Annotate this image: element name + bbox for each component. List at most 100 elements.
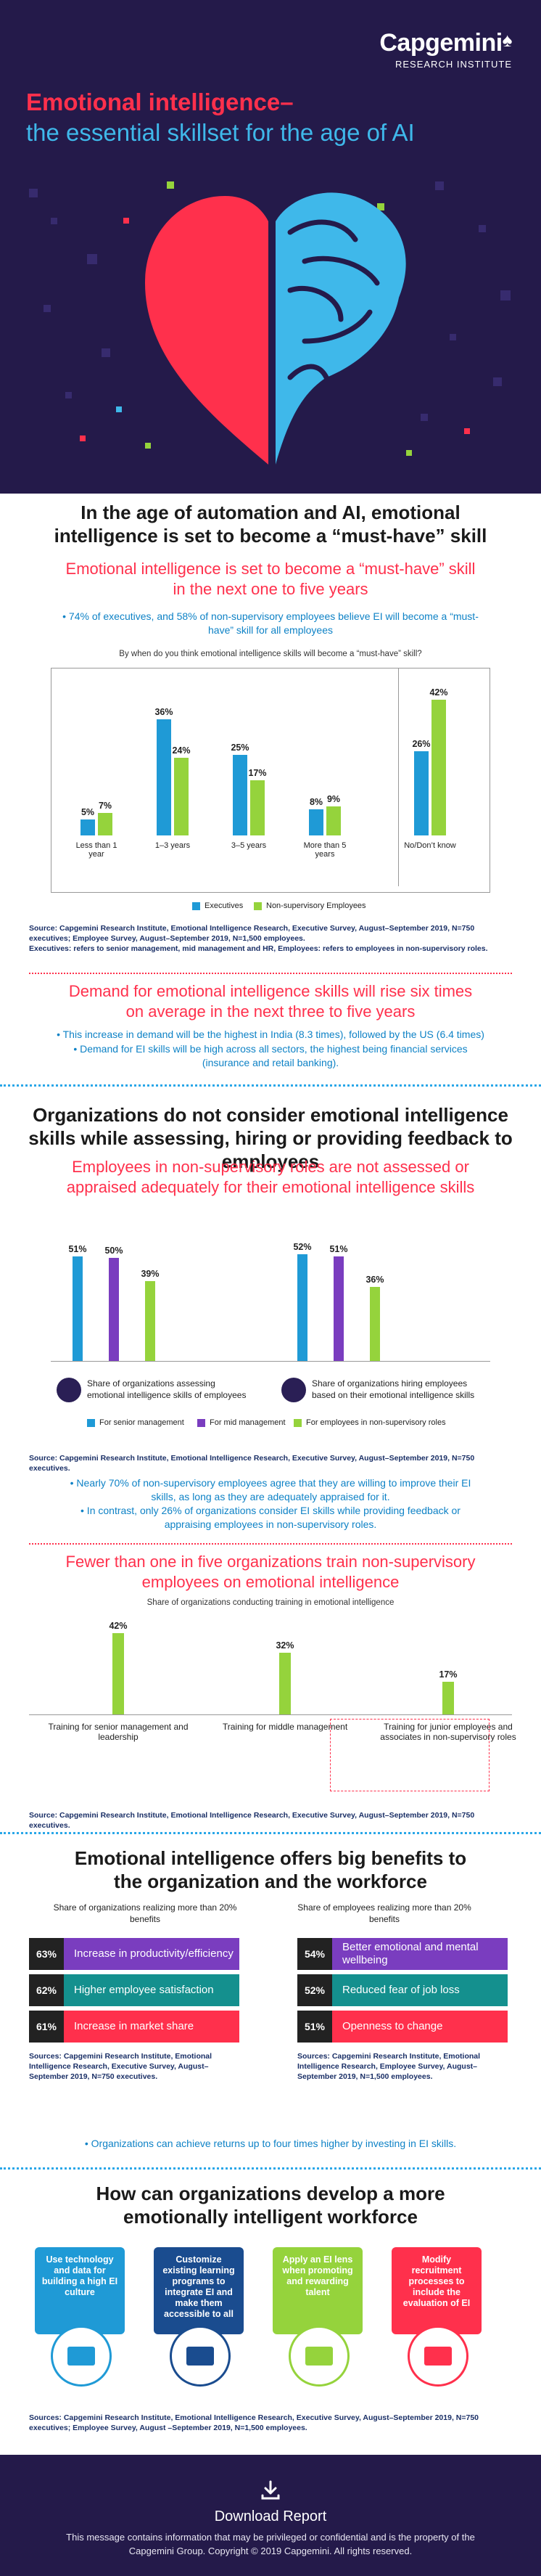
chart1-category-label: 1–3 years: [154, 841, 191, 850]
capgemini-logo[interactable]: Capgemini♠ RESEARCH INSTITUTE: [379, 29, 512, 70]
chart2-bar: [109, 1258, 119, 1361]
chart3-bar: [112, 1633, 124, 1714]
benefit-label: Better emotional and mental wellbeing: [332, 1938, 508, 1970]
benefit-label: Increase in market share: [64, 2011, 239, 2043]
footer: Download Report This message contains in…: [0, 2455, 541, 2576]
benefit-label: Higher employee satisfaction: [64, 1974, 239, 2006]
chart2-bar: [370, 1287, 380, 1361]
section1-source: Source: Capgemini Research Institute, Em…: [29, 924, 488, 953]
recommendation-card[interactable]: Customize existing learning programs to …: [154, 2247, 244, 2334]
divider-dotted-2: [0, 1084, 541, 1087]
divider-dotted-4: [0, 1832, 541, 1834]
chart1-title: By when do you think emotional intellige…: [119, 650, 422, 658]
must-have-section: In the age of automation and AI, emotion…: [0, 501, 541, 953]
benefit-row: 63% Increase in productivity/efficiency: [29, 1938, 239, 1970]
chart1-category-label: More than 5 years: [303, 841, 347, 859]
recommendation-card[interactable]: Modify recruitment processes to include …: [392, 2247, 482, 2334]
chart2-value-label: 51%: [329, 1243, 348, 1254]
laptop-icon-shape: [67, 2347, 95, 2366]
chart1-bar: [431, 700, 446, 835]
section4-bullet: • Organizations can achieve returns up t…: [84, 2138, 457, 2149]
chart3-category-label: Training for senior management and leade…: [48, 1722, 189, 1742]
chart1-bar: [414, 751, 429, 835]
benefit-percent: 54%: [297, 1938, 332, 1970]
legend-nonsupervisory: For employees in non-supervisory roles: [294, 1418, 446, 1427]
section3-source: Source: Capgemini Research Institute, Em…: [29, 1811, 475, 1830]
board-icon-shape: [186, 2347, 214, 2366]
benefit-percent: 52%: [297, 1974, 332, 2006]
footer-message: This message contains information that m…: [66, 2532, 475, 2556]
left-benefits-title: Share of organizations realizing more th…: [53, 1902, 237, 1924]
chart2-value-label: 50%: [104, 1246, 123, 1256]
section1-bullet: • 74% of executives, and 58% of non-supe…: [62, 610, 479, 636]
benefit-label: Increase in productivity/efficiency: [64, 1938, 239, 1970]
chart1-value-label: 8%: [309, 797, 323, 808]
download-report-label: Download Report: [214, 2508, 327, 2524]
chart2-value-label: 52%: [293, 1241, 312, 1252]
benefit-row: 52% Reduced fear of job loss: [297, 1974, 508, 2006]
swatch-employees: [254, 901, 262, 910]
benefit-label: Reduced fear of job loss: [332, 1974, 508, 2006]
chart1-value-label: 36%: [154, 707, 173, 717]
spade-icon: ♠: [502, 29, 513, 51]
section2-bullet-1: • Nearly 70% of non-supervisory employee…: [70, 1477, 471, 1502]
section2-source: Source: Capgemini Research Institute, Em…: [29, 1454, 475, 1473]
right-benefits-source: Sources: Capgemini Research Institute, E…: [297, 2052, 481, 2081]
benefits-section: Emotional intelligence offers big benefi…: [0, 1847, 541, 2086]
chart1-value-label: 7%: [98, 800, 112, 811]
trophy-icon-shape: [305, 2347, 333, 2366]
demand-bullet-1: • This increase in demand will be the hi…: [57, 1029, 484, 1040]
highlight-box: [330, 1719, 490, 1791]
laptop-icon: [51, 2326, 112, 2387]
chart2-value-label: 51%: [68, 1243, 87, 1254]
divider-dotted-3: [29, 1543, 512, 1545]
chart1-bar: [309, 809, 323, 835]
chart2-value-label: 36%: [366, 1275, 384, 1285]
group1-label: Share of organizations assessing emotion…: [87, 1378, 247, 1400]
benefit-row: 62% Higher employee satisfaction: [29, 1974, 239, 2006]
chart3-baseline: [29, 1714, 512, 1715]
recommendation-card[interactable]: Apply an EI lens when promoting and rewa…: [273, 2247, 363, 2334]
section2-subheading: Employees in non-supervisory roles are n…: [66, 1158, 475, 1196]
left-benefits-source: Sources: Capgemini Research Institute, E…: [29, 2052, 212, 2081]
board-icon: [170, 2326, 231, 2387]
chart3-category-label: Training for middle management: [222, 1722, 348, 1732]
demand-section: Demand for emotional intelligence skills…: [0, 981, 541, 1097]
chart3-value-label: 17%: [439, 1669, 458, 1680]
benefit-label: Openness to change: [332, 2011, 508, 2043]
chart1-value-label: 26%: [412, 739, 431, 750]
assessment-bar-chart: 51% 50% 39% 52% 51% 36%: [51, 1219, 490, 1365]
recommendation-cards: Use technology and data for building a h…: [35, 2247, 506, 2400]
download-report-button[interactable]: Download Report: [0, 2479, 541, 2525]
section3-heading: Fewer than one in five organizations tra…: [65, 1553, 476, 1591]
legend-employees: Non-supervisory Employees: [254, 901, 366, 910]
legend-mid: For mid management: [197, 1418, 286, 1427]
trophy-icon: [289, 2326, 350, 2387]
benefit-row: 61% Increase in market share: [29, 2011, 239, 2043]
page-title-line1: Emotional intelligence–: [26, 89, 294, 115]
chart1-category-label: 3–5 years: [231, 841, 267, 850]
assessment-section: Organizations do not consider emotional …: [0, 1103, 541, 1626]
chart1-category-label: No/Don’t know: [404, 841, 456, 850]
hire-icon: [281, 1378, 306, 1402]
demand-heading: Demand for emotional intelligence skills…: [68, 982, 473, 1021]
chart3-title: Share of organizations conducting traini…: [146, 1598, 395, 1607]
assess-icon: [57, 1378, 81, 1402]
demand-bullet-2: • Demand for EI skills will be high acro…: [73, 1043, 468, 1068]
chart1-bar: [250, 780, 265, 835]
chart3-bar: [279, 1652, 291, 1714]
chart1-bar: [98, 812, 112, 835]
develop-section: How can organizations develop a more emo…: [0, 2182, 541, 2443]
swatch-nonsupervisory: [294, 1418, 302, 1427]
section1-subheading: Emotional intelligence is set to become …: [65, 560, 476, 598]
section2-bullet-2: • In contrast, only 26% of organizations…: [80, 1505, 461, 1530]
section4-heading: Emotional intelligence offers big benefi…: [74, 1847, 467, 1892]
section5-heading: How can organizations develop a more emo…: [96, 2183, 445, 2228]
benefit-row: 54% Better emotional and mental wellbeing: [297, 1938, 508, 1970]
download-icon: [261, 2480, 280, 2500]
chart3-bar: [442, 1681, 454, 1714]
training-section: Fewer than one in five organizations tra…: [0, 1552, 541, 1857]
recommendation-card[interactable]: Use technology and data for building a h…: [35, 2247, 125, 2334]
section1-heading: In the age of automation and AI, emotion…: [54, 502, 487, 547]
chart1-value-label: 17%: [248, 768, 267, 779]
